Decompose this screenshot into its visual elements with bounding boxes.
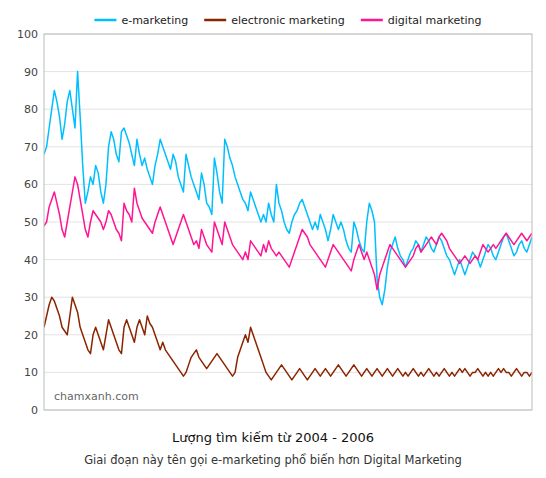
series-group: [44, 72, 532, 380]
y-tick-label: 80: [24, 103, 38, 116]
grid-line: [44, 372, 532, 373]
y-tick-label: 70: [24, 141, 38, 154]
grid-line: [44, 297, 532, 298]
subtitle: Giai đoạn này tên gọi e-marketing phổ bi…: [84, 453, 462, 467]
grid: [44, 34, 532, 410]
annotation: chamxanh.com: [54, 390, 139, 403]
legend-label: electronic marketing: [231, 14, 345, 27]
plot-frame: [44, 34, 532, 410]
grid-line: [44, 71, 532, 72]
y-tick-label: 10: [24, 366, 38, 379]
legend-item: e-marketing: [94, 14, 188, 27]
legend-item: digital marketing: [361, 14, 482, 27]
legend: e-marketing electronic marketing digital m…: [94, 14, 481, 27]
y-tick-label: 0: [31, 404, 38, 417]
y-tick-label: 20: [24, 329, 38, 342]
y-tick-label: 40: [24, 254, 38, 267]
series-line: [44, 177, 532, 290]
title: Lượng tìm kiếm từ 2004 - 2006: [172, 430, 374, 445]
y-tick-label: 30: [24, 291, 38, 304]
grid-line: [44, 146, 532, 147]
plot-area: [44, 34, 532, 410]
y-tick-label: 60: [24, 178, 38, 191]
y-tick-label: 50: [24, 216, 38, 229]
chart: 0 10 20 30 40 50 60 70 80 90 100 chamxanh.com e-mark…: [0, 0, 546, 478]
grid-line: [44, 109, 532, 110]
legend-swatch: [94, 19, 116, 22]
legend-label: digital marketing: [388, 14, 482, 27]
legend-swatch: [361, 19, 383, 22]
series-line: [44, 72, 532, 305]
grid-line: [44, 334, 532, 335]
y-axis: 0 10 20 30 40 50 60 70 80 90 100: [17, 28, 38, 417]
legend-swatch: [204, 19, 226, 22]
grid-line: [44, 222, 532, 223]
series-line: [44, 297, 532, 380]
legend-item: electronic marketing: [204, 14, 345, 27]
y-tick-label: 100: [17, 28, 38, 41]
legend-label: e-marketing: [121, 14, 188, 27]
y-tick-label: 90: [24, 66, 38, 79]
grid-line: [44, 184, 532, 185]
